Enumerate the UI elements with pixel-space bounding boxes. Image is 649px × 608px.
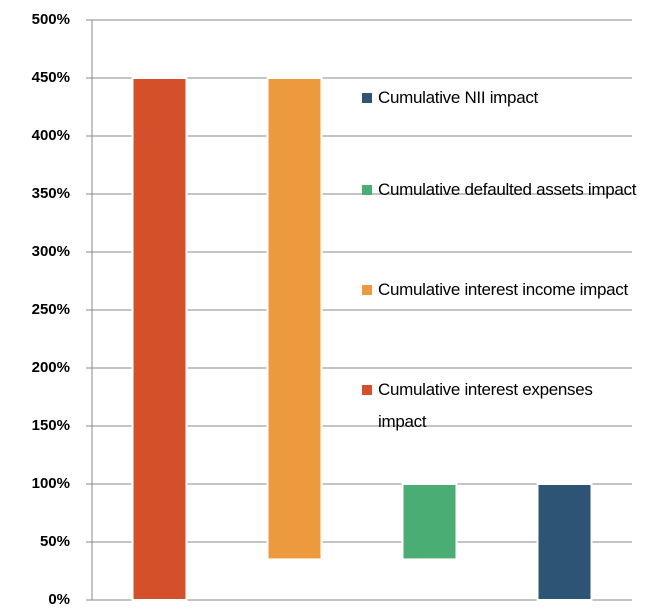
bar <box>131 77 188 601</box>
y-tick-label: 150% <box>32 417 70 434</box>
legend-label: Cumulative interest income impact <box>378 280 628 299</box>
y-tick-label: 500% <box>32 11 70 28</box>
bar <box>536 483 593 601</box>
y-tick-label: 300% <box>32 243 70 260</box>
legend-label: Cumulative interest expenses impact <box>378 380 593 431</box>
bar <box>266 77 323 561</box>
y-tick-label: 450% <box>32 69 70 86</box>
y-tick-label: 0% <box>48 591 70 608</box>
y-tick-label: 350% <box>32 185 70 202</box>
legend-swatch <box>362 285 372 295</box>
legend-label: Cumulative defaulted assets impact <box>378 180 637 199</box>
y-tick-label: 100% <box>32 475 70 492</box>
legend-swatch <box>362 385 372 395</box>
legend-swatch <box>362 185 372 195</box>
legend-swatch <box>362 93 372 103</box>
y-tick-label: 400% <box>32 127 70 144</box>
legend-label: Cumulative NII impact <box>378 88 538 107</box>
y-tick-label: 200% <box>32 359 70 376</box>
bar <box>401 483 458 561</box>
y-tick-label: 50% <box>40 533 70 550</box>
y-tick-label: 250% <box>32 301 70 318</box>
